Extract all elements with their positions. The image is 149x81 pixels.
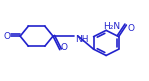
Text: NH: NH xyxy=(75,35,89,44)
Text: O: O xyxy=(127,24,134,33)
Text: O: O xyxy=(4,32,11,41)
Text: H₂N: H₂N xyxy=(103,22,121,31)
Text: O: O xyxy=(60,43,67,52)
